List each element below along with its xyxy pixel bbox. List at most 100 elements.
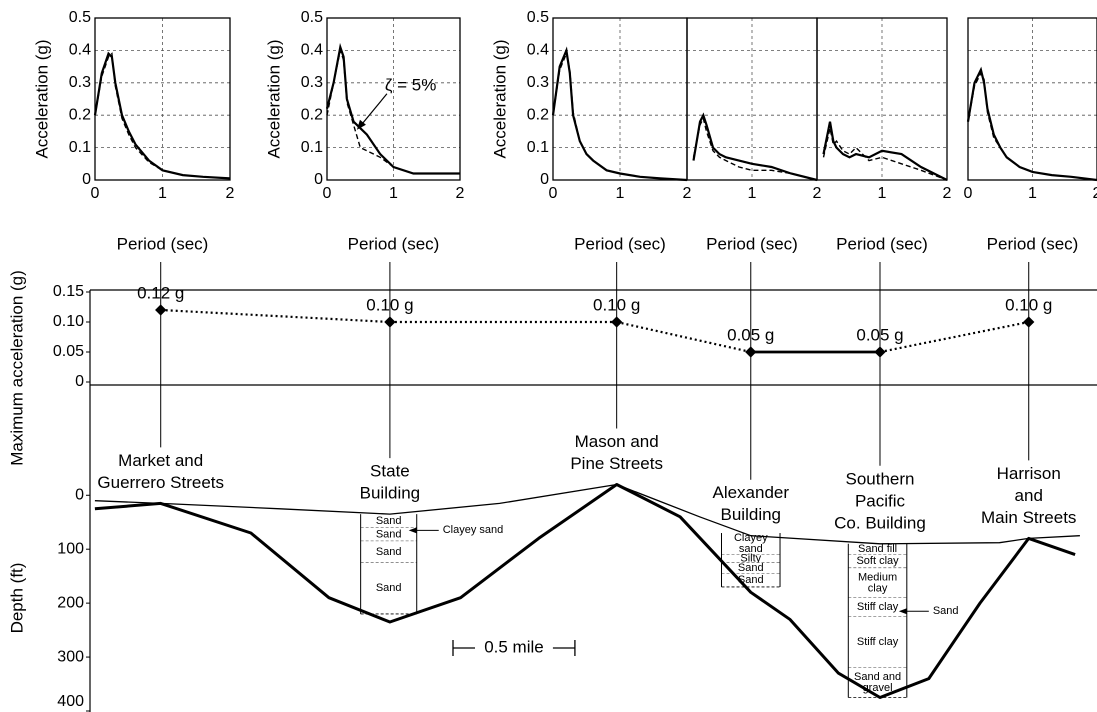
- spectrum-line: [692, 112, 818, 182]
- site-label: Alexander: [712, 483, 789, 502]
- y-tick-label: 300: [57, 648, 84, 665]
- layer-label: Sand fill: [858, 543, 897, 555]
- value-label: 0.05 g: [856, 325, 903, 344]
- soil-layer: [848, 667, 907, 698]
- soil-layer: [360, 562, 417, 614]
- layer-label: clay: [868, 582, 888, 594]
- x-tick-label: 2: [1093, 185, 1097, 202]
- spectrum-line: [822, 128, 948, 181]
- annotation: ζ = 5%: [385, 75, 436, 94]
- x-tick-label: 2: [456, 185, 465, 202]
- layer-label: Sand: [376, 528, 402, 540]
- y-tick-label: 0.5: [69, 9, 91, 26]
- y-tick-label: 0.2: [527, 106, 549, 123]
- layer-label: gravel: [863, 682, 893, 694]
- y-tick-label: 0.05: [53, 343, 84, 360]
- layer-label: Sand: [738, 562, 764, 574]
- y-tick-label: 0.4: [69, 42, 91, 59]
- site-label: State: [370, 462, 410, 481]
- point: [1023, 316, 1035, 328]
- arrow-head: [408, 527, 417, 534]
- x-tick-label: 0: [91, 185, 100, 202]
- layer-label: Sand: [376, 546, 402, 558]
- y-axis-title: Acceleration (g): [490, 39, 509, 158]
- layer-label: Silty: [740, 553, 761, 565]
- layer-label: Sand: [376, 515, 402, 527]
- x-tick-label: 0: [964, 185, 973, 202]
- site-label: Southern: [845, 469, 914, 488]
- x-tick-label: 1: [389, 185, 398, 202]
- layer-label: Sand and: [854, 671, 901, 683]
- site-label: Pine Streets: [570, 454, 663, 473]
- x-tick-label: 1: [748, 185, 757, 202]
- spectrum-line: [967, 71, 1097, 181]
- site-label: Co. Building: [834, 513, 926, 532]
- y-tick-label: 100: [57, 540, 84, 557]
- y-axis-title: Maximum acceleration (g): [7, 270, 26, 466]
- x-axis-title: Period (sec): [348, 234, 440, 253]
- y-tick-label: 0.3: [69, 74, 91, 91]
- x-tick-label: 0: [323, 185, 332, 202]
- soil-layer: [848, 543, 907, 555]
- point: [155, 304, 167, 316]
- y-tick-label: 0.1: [301, 139, 323, 156]
- scale-label: 0.5 mile: [484, 637, 544, 656]
- soil-layer: [360, 541, 417, 563]
- site-label: Harrison: [997, 464, 1061, 483]
- x-tick-label: 1: [158, 185, 167, 202]
- plot-frame: [816, 17, 948, 181]
- site-label: Building: [360, 484, 421, 503]
- y-tick-label: 0.5: [301, 9, 323, 26]
- layer-label: Soft clay: [856, 555, 899, 567]
- x-tick-label: 0: [549, 185, 558, 202]
- x-axis-title: Period (sec): [987, 234, 1079, 253]
- soil-layer: [360, 514, 417, 528]
- y-axis-title: Acceleration (g): [32, 39, 51, 158]
- y-tick-label: 0.15: [53, 283, 84, 300]
- point: [611, 316, 623, 328]
- spectrum-line: [326, 47, 460, 175]
- x-axis-title: Period (sec): [706, 234, 798, 253]
- y-tick-label: 0.10: [53, 313, 84, 330]
- surface-line: [94, 483, 1080, 545]
- callout-label: Sand: [933, 605, 959, 617]
- y-tick-label: 0: [540, 171, 549, 188]
- value-label: 0.12 g: [137, 283, 184, 302]
- y-tick-label: 0.1: [69, 139, 91, 156]
- point: [874, 346, 886, 358]
- soil-layer: [360, 527, 417, 542]
- spectrum-line: [552, 51, 688, 181]
- y-tick-label: 0: [75, 486, 84, 503]
- x-tick-label: 1: [616, 185, 625, 202]
- layer-label: Stiff clay: [857, 601, 899, 613]
- layer-label: Stiff clay: [857, 636, 899, 648]
- soil-layer: [721, 554, 781, 563]
- y-tick-label: 400: [57, 693, 84, 710]
- y-tick-label: 0.3: [527, 74, 549, 91]
- x-tick-label: 1: [1028, 185, 1037, 202]
- y-tick-label: 0.1: [527, 139, 549, 156]
- soil-layer: [721, 562, 781, 574]
- site-label: Mason and: [575, 432, 659, 451]
- bedrock-line: [94, 483, 1076, 699]
- y-tick-label: 0: [314, 171, 323, 188]
- y-tick-label: 0: [75, 373, 84, 390]
- y-tick-label: 0.2: [69, 106, 91, 123]
- x-tick-label: 1: [878, 185, 887, 202]
- soil-layer: [848, 568, 907, 598]
- y-tick-label: 0.4: [301, 42, 323, 59]
- spectrum-line: [692, 116, 818, 181]
- point: [384, 316, 396, 328]
- spectrum-line: [822, 121, 948, 181]
- site-label: Building: [721, 505, 782, 524]
- site-label: Main Streets: [981, 508, 1076, 527]
- y-tick-label: 0: [82, 171, 91, 188]
- plot-frame: [326, 17, 461, 181]
- line-segment: [160, 308, 390, 324]
- x-axis-title: Period (sec): [574, 234, 666, 253]
- y-tick-label: 0.2: [301, 106, 323, 123]
- y-tick-label: 0.3: [301, 74, 323, 91]
- y-tick-label: 0.5: [527, 9, 549, 26]
- layer-label: Sand: [738, 574, 764, 586]
